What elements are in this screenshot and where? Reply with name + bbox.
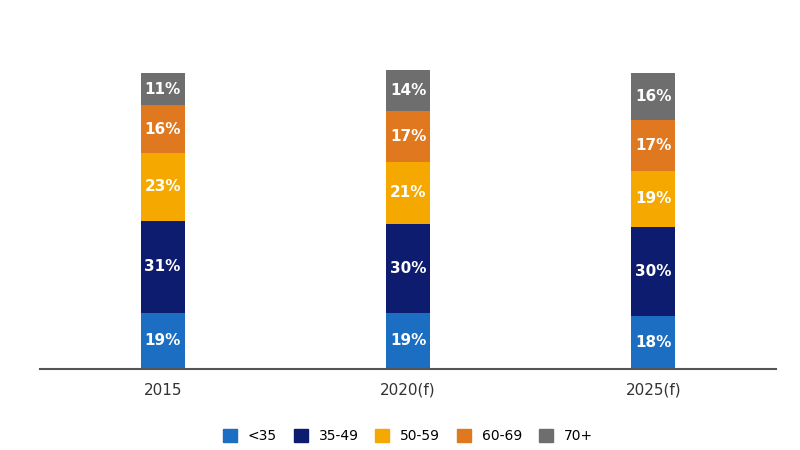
Bar <box>141 73 185 105</box>
Bar <box>631 120 675 171</box>
Text: 17%: 17% <box>635 138 671 153</box>
Bar <box>386 313 430 369</box>
Bar <box>386 162 430 224</box>
Legend: <35, 35-49, 50-59, 60-69, 70+: <35, 35-49, 50-59, 60-69, 70+ <box>223 429 593 443</box>
Text: 14%: 14% <box>390 83 426 98</box>
Text: 17%: 17% <box>390 129 426 144</box>
Text: 30%: 30% <box>390 261 426 276</box>
Bar <box>386 111 430 162</box>
Bar <box>631 227 675 316</box>
Text: 19%: 19% <box>635 191 671 206</box>
Bar <box>141 105 185 153</box>
Bar <box>631 171 675 227</box>
Text: 19%: 19% <box>390 333 426 348</box>
Bar <box>141 153 185 221</box>
Text: 30%: 30% <box>635 264 671 279</box>
Bar <box>631 73 675 120</box>
Text: 16%: 16% <box>635 89 671 104</box>
Text: 23%: 23% <box>144 179 181 194</box>
Text: 11%: 11% <box>145 81 181 97</box>
Bar <box>386 224 430 313</box>
Text: 16%: 16% <box>145 122 181 136</box>
Bar <box>631 316 675 369</box>
Bar <box>141 221 185 313</box>
Text: 18%: 18% <box>635 335 671 350</box>
Text: 31%: 31% <box>145 259 181 274</box>
Text: 19%: 19% <box>145 333 181 348</box>
Bar <box>386 70 430 111</box>
Text: 21%: 21% <box>390 185 426 200</box>
Bar <box>141 313 185 369</box>
